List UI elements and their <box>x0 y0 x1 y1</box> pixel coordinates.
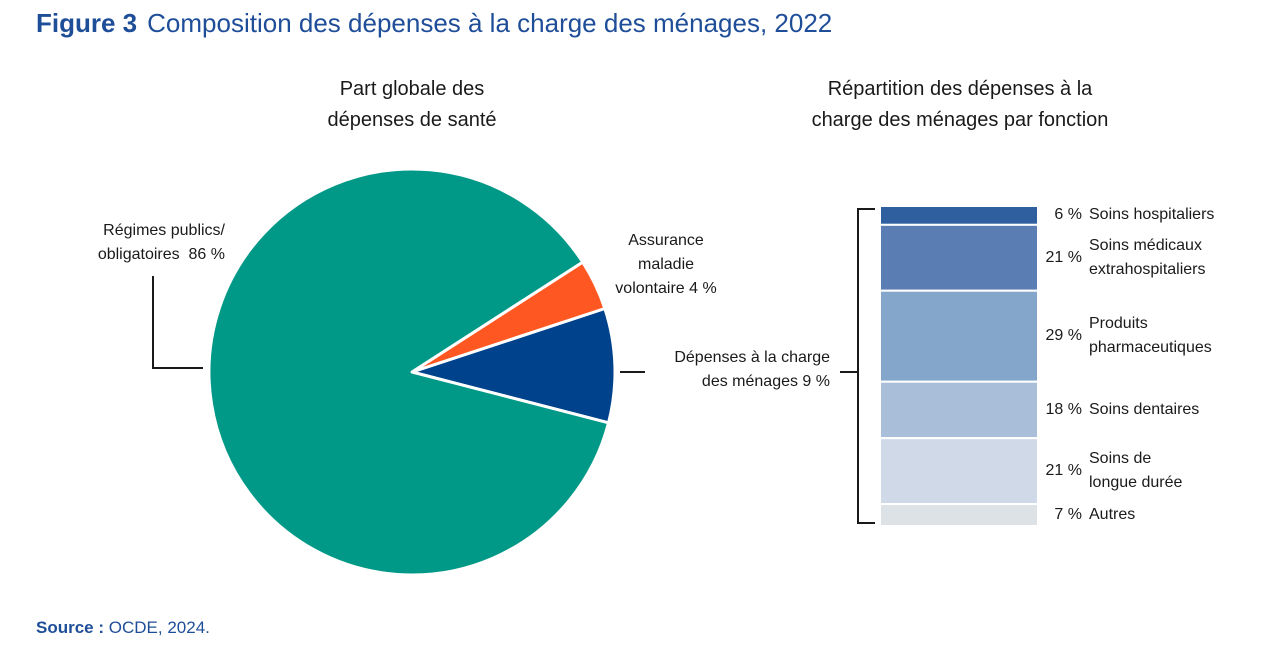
source-note: Source : OCDE, 2024. <box>36 618 210 638</box>
bar-segment-name: Soins hospitaliers <box>1089 203 1214 227</box>
bar-segment-name-line: Soins dentaires <box>1089 400 1200 418</box>
bar-segment-percent: 18 % <box>1045 400 1082 418</box>
bar-segment-name-line: Soins hospitaliers <box>1089 206 1215 224</box>
bar-segment-5 <box>879 503 1039 528</box>
bar-bracket <box>857 208 875 524</box>
bar-segment-name-line: extrahospitaliers <box>1089 260 1206 278</box>
pie-label-public-line-1: Régimes publics/ <box>103 222 225 239</box>
bar-title-line-2: charge des ménages par fonction <box>811 109 1109 131</box>
bar-chart-title: Répartition des dépenses à la charge des… <box>780 74 1140 136</box>
bar-segment-name: Soins dentaires <box>1089 398 1199 422</box>
bar-segment-percent: 21 % <box>1045 462 1082 480</box>
figure-title-text: Composition des dépenses à la charge des… <box>147 8 833 38</box>
pie-title-line-2: dépenses de santé <box>327 109 497 131</box>
figure-number: Figure 3 <box>36 8 138 38</box>
pie-label-voluntary-line-1: Assurance <box>628 232 704 249</box>
bar-segment-name: Soins de longue durée <box>1089 447 1182 495</box>
pie-label-public: Régimes publics/ obligatoires 86 % <box>60 219 225 267</box>
pie-label-public-line-2: obligatoires 86 % <box>97 246 225 263</box>
bar-segment-name: Autres <box>1089 503 1135 527</box>
pie-chart <box>207 167 617 577</box>
bar-segment-0 <box>879 205 1039 226</box>
bar-segment-name-line: Soins médicaux <box>1089 236 1202 254</box>
bar-segment-2 <box>879 289 1039 383</box>
connector-lines <box>152 208 875 524</box>
bar-segment-percent: 29 % <box>1045 327 1082 345</box>
pie-title-line-1: Part globale des <box>339 78 485 100</box>
bar-segment-percent: 7 % <box>1054 506 1082 524</box>
figure-title: Figure 3 Composition des dépenses à la ch… <box>36 8 832 39</box>
pie-slice-public <box>207 167 611 577</box>
pie-chart-title: Part globale des dépenses de santé <box>262 74 562 136</box>
bar-title-line-1: Répartition des dépenses à la <box>827 78 1093 100</box>
bar-segment-1 <box>879 223 1039 292</box>
pie-label-voluntary: Assurance maladie volontaire 4 % <box>600 229 732 301</box>
bar-segment-3 <box>879 380 1039 440</box>
pie-label-voluntary-line-2: maladie <box>637 256 695 273</box>
pie-label-household-line-2: des ménages 9 % <box>701 373 830 390</box>
public-connector-line <box>152 276 203 369</box>
source-label: Source : <box>36 618 105 637</box>
bar-segment-name: Soins médicaux extrahospitaliers <box>1089 234 1206 282</box>
bar-segment-name-line: Autres <box>1089 506 1136 524</box>
pie-label-household-line-1: Dépenses à la charge <box>674 349 830 366</box>
bar-segment-percent: 21 % <box>1045 248 1082 266</box>
bar-segment-name: Produits pharmaceutiques <box>1089 312 1212 360</box>
pie-label-voluntary-line-3: volontaire 4 % <box>615 280 717 297</box>
pie-slice-household <box>410 307 617 425</box>
bar-segment-percent: 6 % <box>1054 206 1082 224</box>
bar-segment-name-line: pharmaceutiques <box>1089 339 1212 357</box>
pie-label-household: Dépenses à la charge des ménages 9 % <box>640 346 830 394</box>
bar-segment-4 <box>879 437 1039 506</box>
bar-segment-name-line: Soins de <box>1089 450 1152 468</box>
bar-segment-name-line: Produits <box>1089 315 1148 333</box>
stacked-bar <box>879 205 1039 528</box>
source-text: OCDE, 2024. <box>108 618 210 637</box>
bar-segment-name-line: longue durée <box>1089 474 1183 492</box>
